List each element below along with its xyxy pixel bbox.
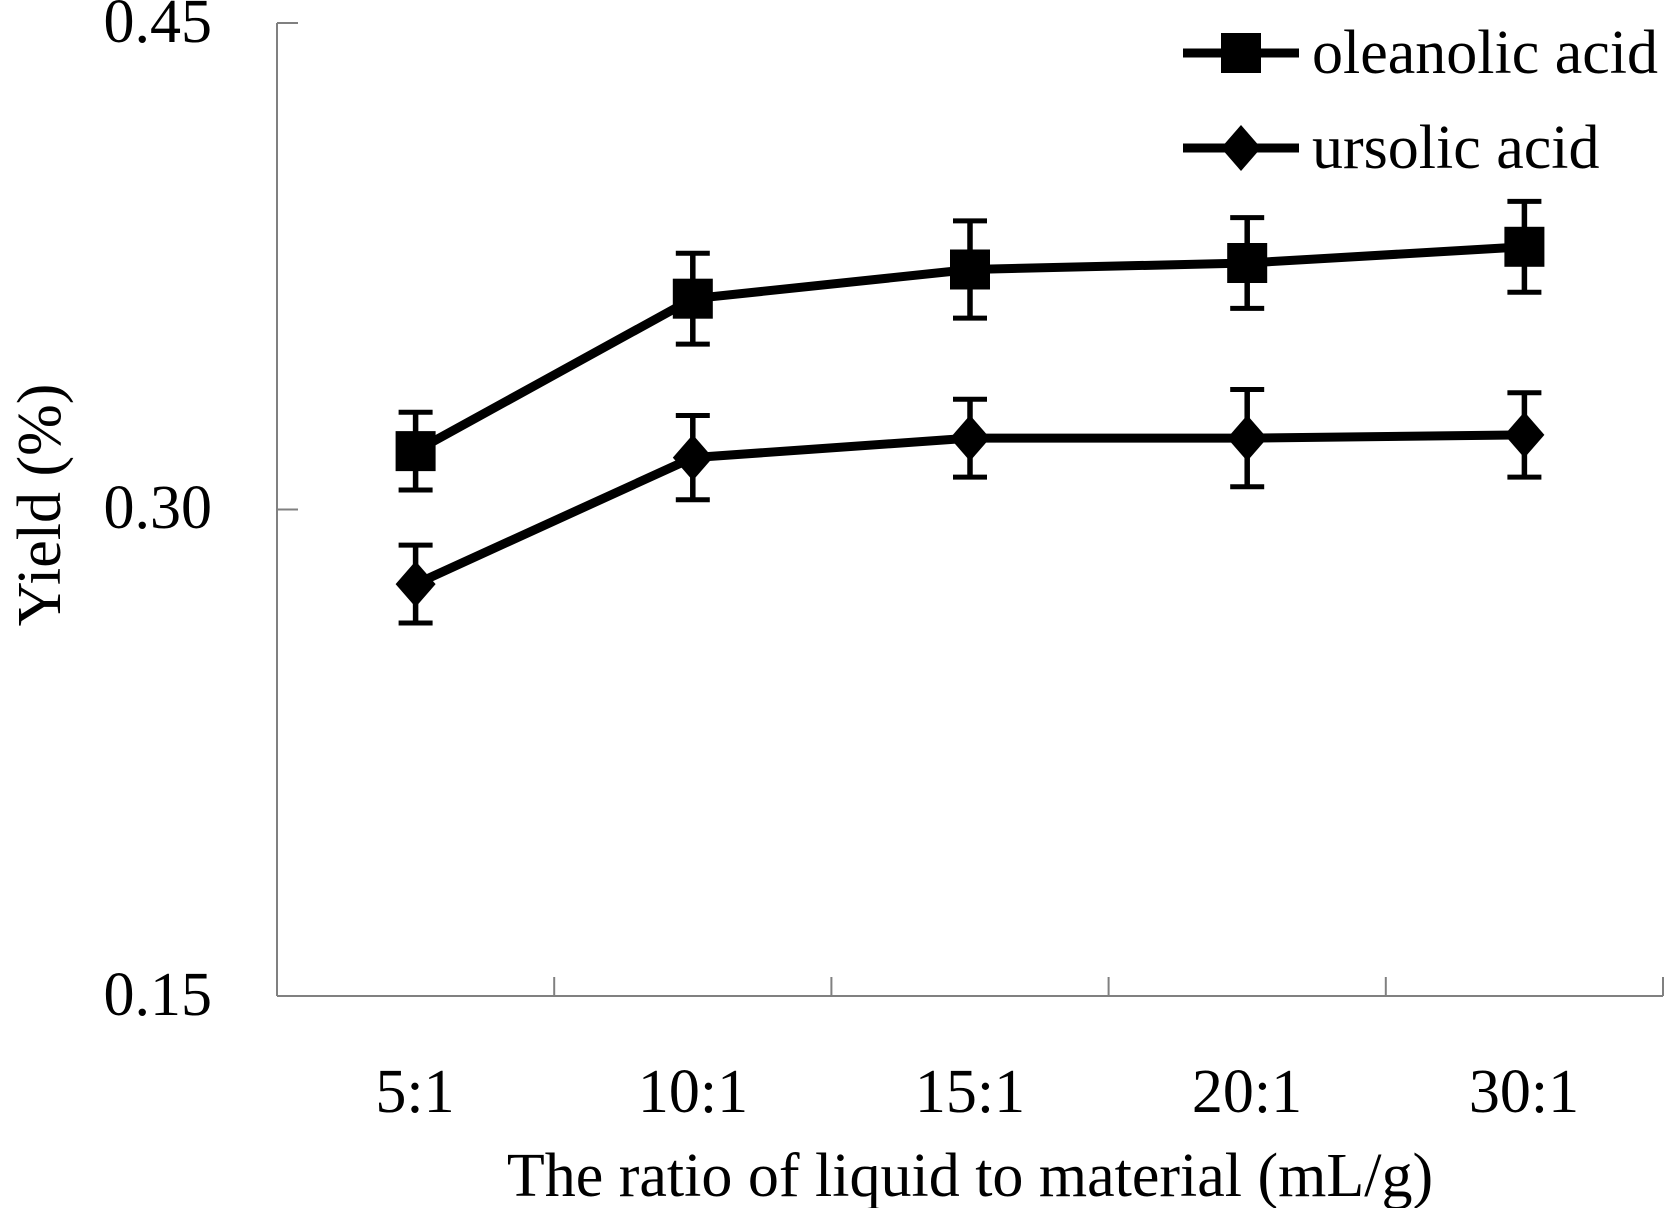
marker-diamond-ursolic-acid	[950, 415, 990, 462]
marker-diamond-ursolic-acid	[672, 434, 713, 481]
marker-diamond-ursolic-acid	[395, 561, 436, 608]
legend-label: ursolic acid	[1312, 114, 1600, 182]
marker-square-oleanolic-acid	[672, 278, 713, 319]
x-tick-label: 10:1	[637, 1058, 749, 1126]
legend-label: oleanolic acid	[1312, 19, 1658, 87]
x-axis-title: The ratio of liquid to material (mL/g)	[506, 1142, 1434, 1208]
x-tick-label: 20:1	[1191, 1058, 1303, 1126]
legend-item-oleanolic-acid: oleanolic acid	[1183, 22, 1658, 84]
x-tick-label: 5:1	[375, 1058, 455, 1126]
marker-diamond-ursolic-acid	[1504, 411, 1545, 458]
y-tick-label: 0.15	[103, 960, 213, 1029]
marker-square-oleanolic-acid	[395, 431, 436, 472]
y-axis-title: Yield (%)	[6, 383, 74, 627]
marker-square-oleanolic-acid	[1504, 226, 1545, 267]
marker-square-oleanolic-acid	[1227, 243, 1268, 284]
legend-square-marker-icon	[1183, 33, 1299, 73]
legend-diamond-marker-icon	[1183, 125, 1299, 171]
x-tick-label: 15:1	[914, 1058, 1026, 1126]
legend-item-ursolic-acid: ursolic acid	[1183, 117, 1600, 179]
y-tick-label: 0.30	[103, 473, 213, 542]
marker-diamond-ursolic-acid	[1227, 415, 1268, 462]
x-tick-label: 30:1	[1468, 1058, 1580, 1126]
marker-square-oleanolic-acid	[950, 249, 990, 290]
y-tick-label: 0.45	[103, 0, 213, 56]
